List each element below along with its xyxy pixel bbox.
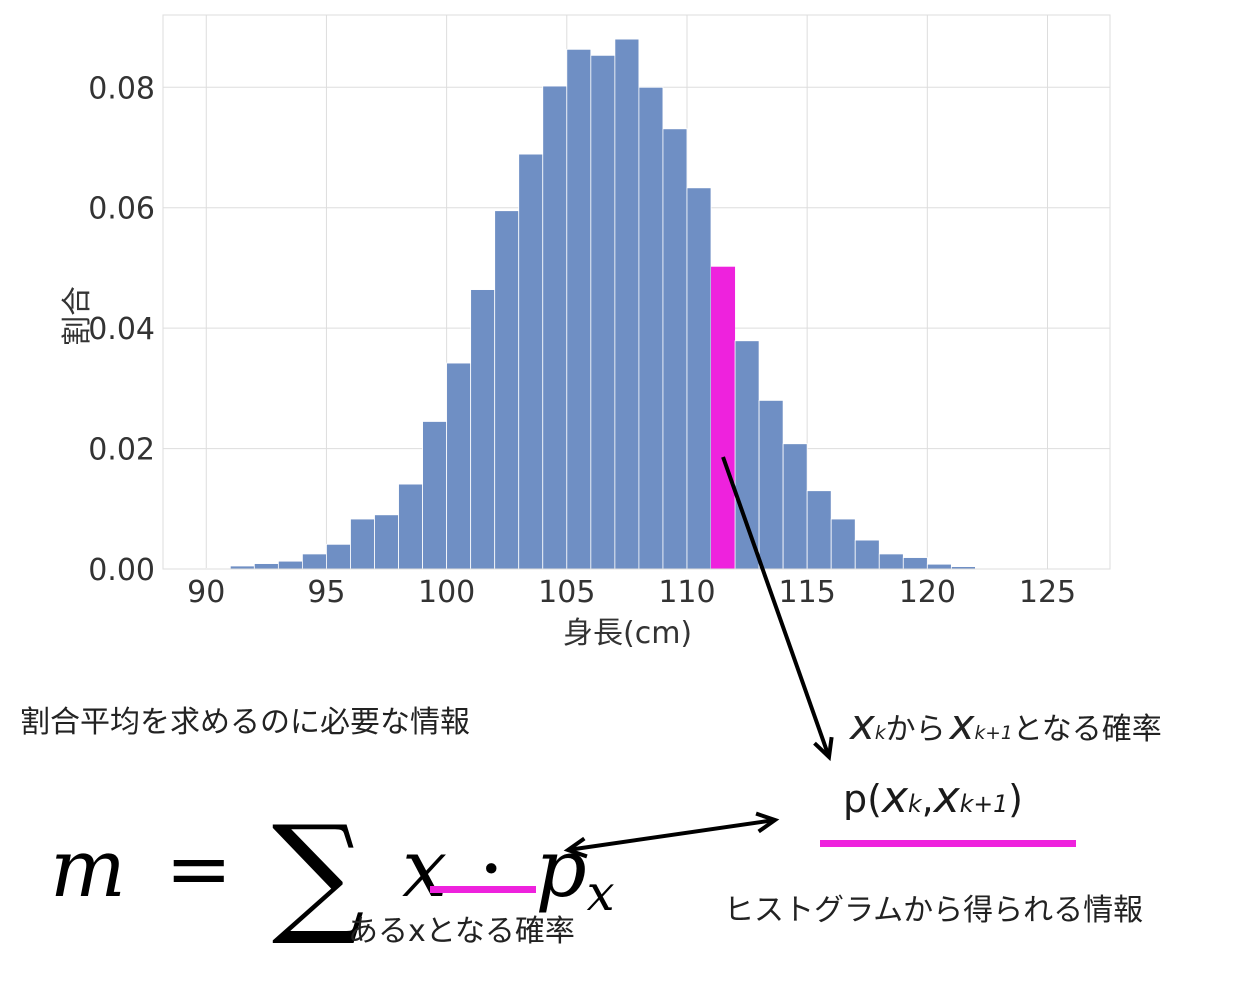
histogram-bar xyxy=(566,48,592,570)
histogram-caption: ヒストグラムから得られる情報 xyxy=(724,893,1144,928)
histogram-bar xyxy=(326,543,351,570)
probability-expression: p(xk,xk+1) xyxy=(843,772,1023,823)
plot-frame xyxy=(162,14,1111,570)
formula-m: m xyxy=(50,822,126,915)
histogram-bar xyxy=(734,340,760,570)
mean-formula: m = ∑ x · px xyxy=(50,775,615,949)
x-tick-label: 105 xyxy=(538,575,595,610)
arrow-head xyxy=(563,836,588,859)
y-tick-label: 0.04 xyxy=(88,312,155,347)
expr-close: ) xyxy=(1008,777,1023,821)
x-tick-label: 115 xyxy=(779,575,836,610)
histogram-bar xyxy=(782,443,808,570)
x-axis-label: 身長(cm) xyxy=(563,616,693,651)
histogram-bar xyxy=(470,289,496,570)
formula-equals: = xyxy=(165,822,233,915)
formula-p-subscript: x xyxy=(586,864,615,922)
x-tick-label: 100 xyxy=(418,575,475,610)
y-tick-label: 0.00 xyxy=(88,553,155,588)
tick-labels: 90 95 100 105 110 115 120 125 0.00 0.02 0.04 0.06 0.… xyxy=(88,71,1076,610)
histogram-bar xyxy=(302,553,327,570)
highlighted-bar xyxy=(711,266,736,569)
label-k-sub: k xyxy=(874,723,886,744)
histogram-bar xyxy=(277,560,303,570)
annotation-arrows xyxy=(563,456,834,859)
histogram-bar xyxy=(253,563,279,570)
histogram-bar xyxy=(422,421,448,570)
section-label: 割合平均を求めるのに必要な情報 xyxy=(20,705,470,740)
expr-p-open: p( xyxy=(843,777,882,821)
bin-probability-label: xkからxk+1となる確率 xyxy=(850,700,1162,749)
histogram-bar xyxy=(494,210,520,570)
histogram-bar xyxy=(806,490,832,570)
expr-comma: , xyxy=(921,777,934,821)
label-tail: となる確率 xyxy=(1012,712,1162,747)
formula-sum-symbol: ∑ xyxy=(271,797,365,949)
x-tick-label: 95 xyxy=(307,575,345,610)
expr-x-k: x xyxy=(881,772,908,823)
label-k1-sub: k+1 xyxy=(974,723,1013,744)
y-tick-label: 0.06 xyxy=(88,192,155,227)
histogram-bar xyxy=(518,153,544,570)
x-tick-label: 120 xyxy=(899,575,956,610)
y-tick-label: 0.08 xyxy=(88,71,155,106)
arrow-head xyxy=(813,736,834,762)
bin-to-expression-arrow xyxy=(721,456,831,758)
formula-dot: · xyxy=(478,822,505,915)
formula-x: x xyxy=(402,822,448,915)
histogram-bar xyxy=(878,553,904,570)
expression-underline xyxy=(820,840,1076,847)
histogram-bar xyxy=(542,85,568,570)
histogram-bar xyxy=(638,86,664,570)
arrow-head xyxy=(755,811,780,834)
histogram-bar xyxy=(374,514,399,570)
label-x-k1: x xyxy=(949,700,975,749)
histogram-bar xyxy=(662,128,688,570)
double-arrow xyxy=(567,818,776,852)
expr-k1-sub: k+1 xyxy=(959,790,1009,818)
y-tick-label: 0.02 xyxy=(88,433,155,468)
x-tick-label: 90 xyxy=(187,575,225,610)
histogram-bar xyxy=(902,557,928,570)
formula-caption: あるxとなる確率 xyxy=(348,914,575,949)
formula-p: p xyxy=(535,822,587,915)
histogram-bar xyxy=(350,518,375,570)
histogram-bar xyxy=(758,399,784,570)
histogram-bar xyxy=(446,362,472,570)
histogram-bar xyxy=(614,38,640,570)
histogram-bar xyxy=(686,187,712,570)
histogram-bar xyxy=(830,518,856,570)
label-mid: から xyxy=(885,712,946,747)
label-x-k: x xyxy=(850,700,875,749)
y-axis-label: 割合 xyxy=(60,286,95,346)
histogram-bar xyxy=(926,563,952,570)
x-tick-label: 110 xyxy=(658,575,715,610)
histogram-bar xyxy=(854,539,880,570)
expr-x-k1: x xyxy=(933,772,960,823)
histogram-bar xyxy=(590,54,616,570)
expr-k-sub: k xyxy=(908,790,922,818)
histogram-bars xyxy=(205,38,1000,570)
formula-underline xyxy=(430,886,536,893)
x-tick-label: 125 xyxy=(1019,575,1076,610)
histogram-bar xyxy=(398,483,423,570)
